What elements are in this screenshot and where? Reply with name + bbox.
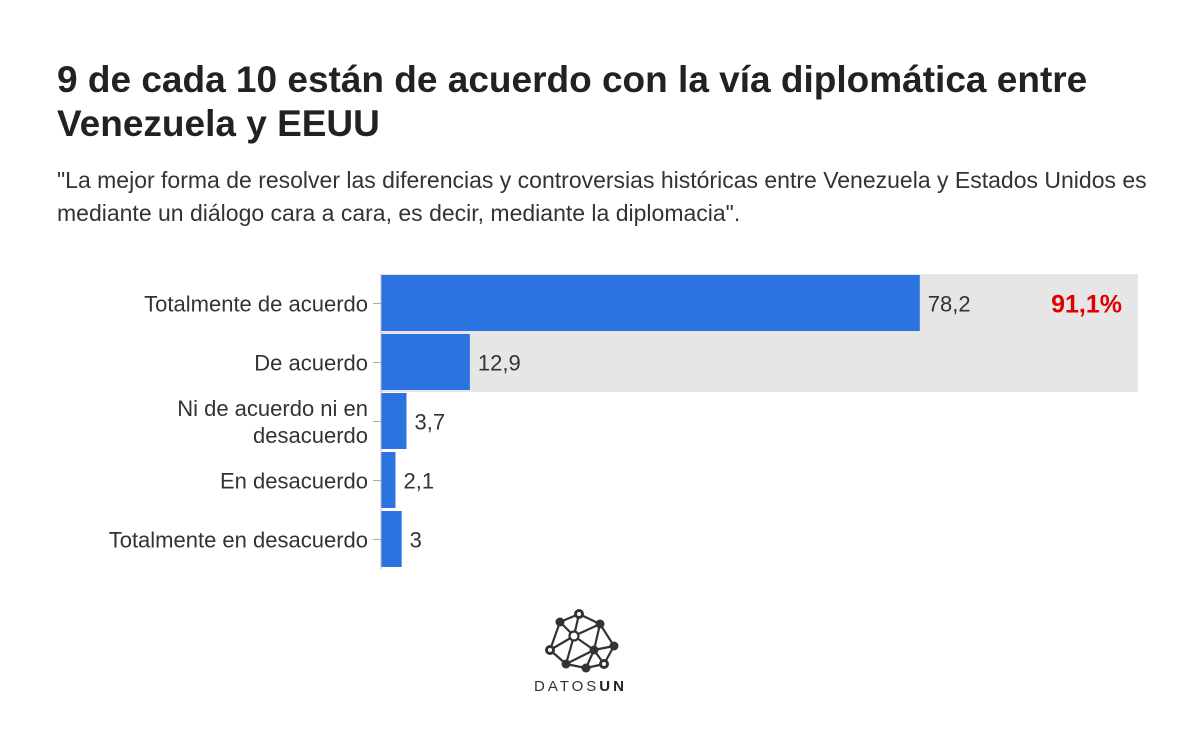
value-label-0: 78,2 [928,292,971,317]
category-label-1: De acuerdo [254,351,368,376]
value-label-1: 12,9 [478,351,521,376]
bar-0 [381,275,920,331]
chart-subtitle: "La mejor forma de resolver las diferenc… [57,167,1147,226]
logo-text-datos: DATOS [534,678,600,695]
datosun-logo: DATOSUN [534,606,624,702]
bar-3 [381,452,396,508]
logo-wordmark: DATOSUN [534,678,624,695]
logo-text-un: UN [599,678,627,695]
category-label-3: En desacuerdo [220,469,368,494]
network-nodes-icon [545,609,619,673]
value-label-2: 3,7 [414,410,445,435]
category-label-2: Ni de acuerdo ni en desacuerdo [177,396,368,448]
bar-2 [381,393,407,449]
bar-4 [381,511,402,567]
highlight-total-label: 91,1% [1051,291,1122,319]
value-label-3: 2,1 [403,469,434,494]
value-label-4: 3 [410,528,422,553]
bar-chart: Totalmente de acuerdo 78,2 De acuerdo 12,9 N… [109,274,1138,569]
chart-title: 9 de cada 10 están de acuerdo con la vía… [57,59,1088,144]
category-label-0: Totalmente de acuerdo [144,292,368,317]
bar-1 [381,334,470,390]
category-label-4: Totalmente en desacuerdo [109,528,368,553]
